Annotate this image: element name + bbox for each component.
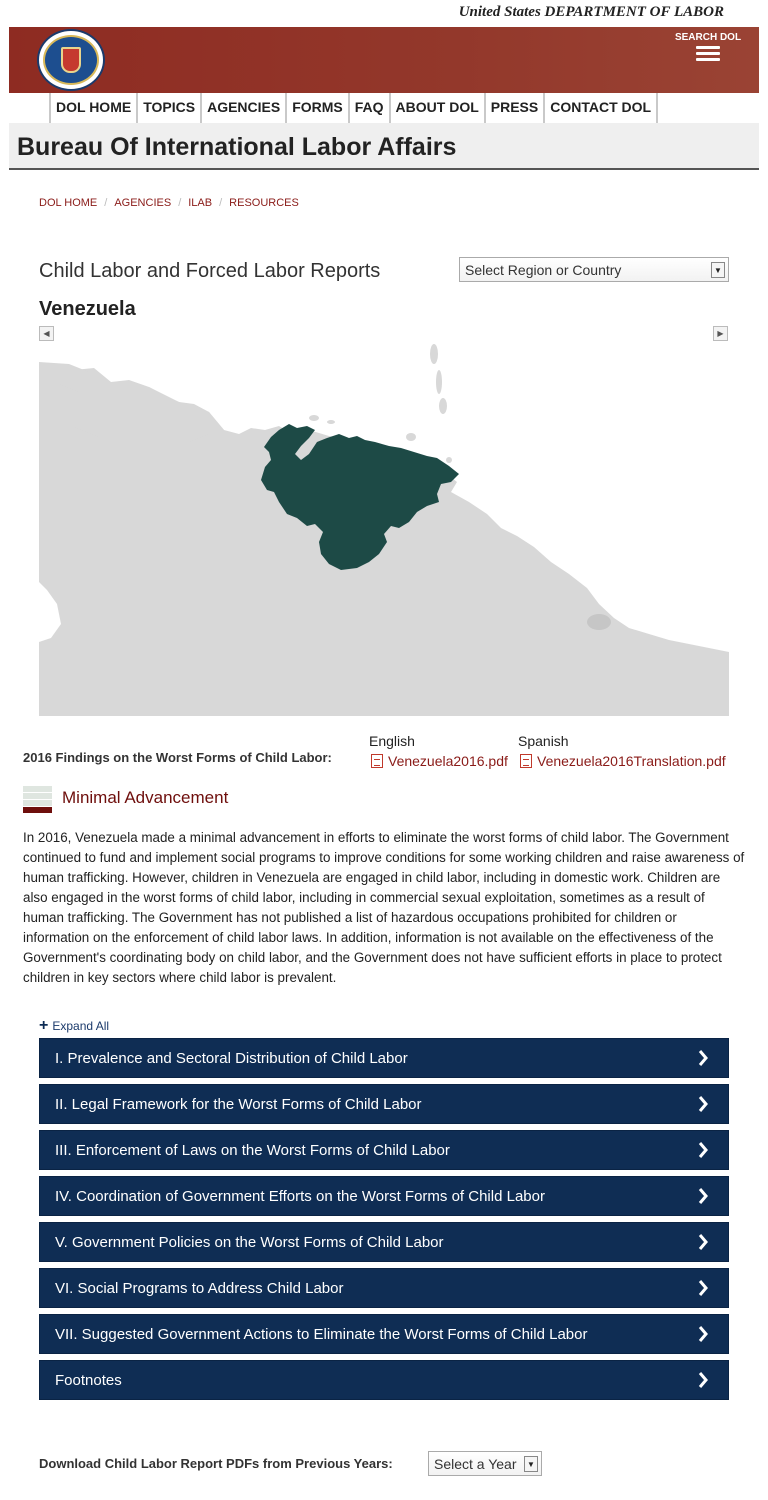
hamburger-menu-icon [696,46,720,61]
map-island [587,614,611,630]
advancement-level-icon [23,786,52,813]
section-title: II. Legal Framework for the Worst Forms … [55,1096,422,1113]
region-select-value: Select Region or Country [465,262,622,278]
nav-contact-dol[interactable]: CONTACT DOL [545,93,659,123]
nav-topics[interactable]: TOPICS [138,93,203,123]
section-title: III. Enforcement of Laws on the Worst Fo… [55,1142,450,1159]
header-banner [9,27,759,93]
top-navigation: DOL HOME TOPICS AGENCIES FORMS FAQ ABOUT… [49,93,659,123]
chevron-right-icon [698,1234,708,1250]
spanish-pdf-link[interactable]: Venezuela2016Translation.pdf [520,753,726,769]
section-suggested-actions[interactable]: VII. Suggested Government Actions to Eli… [39,1314,729,1354]
chevron-right-icon [698,1280,708,1296]
map-landmass [139,442,579,714]
section-title: VII. Suggested Government Actions to Eli… [55,1326,588,1343]
spanish-pdf-filename: Venezuela2016Translation.pdf [537,753,726,769]
section-title: IV. Coordination of Government Efforts o… [55,1188,545,1205]
english-pdf-link[interactable]: Venezuela2016.pdf [371,753,508,769]
dol-seal-icon[interactable] [37,29,105,91]
english-label: English [369,733,415,749]
section-legal-framework[interactable]: II. Legal Framework for the Worst Forms … [39,1084,729,1124]
map-island [309,415,319,421]
chevron-right-icon [698,1142,708,1158]
findings-label: 2016 Findings on the Worst Forms of Chil… [23,750,332,765]
breadcrumb-separator: / [219,197,223,209]
map-island [436,370,442,394]
dropdown-arrow-icon: ▼ [524,1456,538,1472]
country-map [39,344,729,716]
year-select-value: Select a Year [434,1456,517,1472]
breadcrumb-resources[interactable]: RESOURCES [229,197,299,209]
country-name: Venezuela [39,298,136,320]
breadcrumb-separator: / [104,197,108,209]
agency-title: Bureau Of International Labor Affairs [9,123,759,170]
section-title: Footnotes [55,1372,122,1389]
seal-emblem [43,35,99,85]
breadcrumb-dol-home[interactable]: DOL HOME [39,197,98,209]
map-island [439,398,447,414]
nav-about-dol[interactable]: ABOUT DOL [391,93,486,123]
section-coordination[interactable]: IV. Coordination of Government Efforts o… [39,1176,729,1216]
map-landmass [39,382,224,452]
map-landmass [39,362,99,392]
nav-faq[interactable]: FAQ [350,93,391,123]
section-title: VI. Social Programs to Address Child Lab… [55,1280,344,1297]
search-dol-label: SEARCH DOL [674,32,742,43]
chevron-right-icon [698,1372,708,1388]
year-select[interactable]: Select a Year ▼ [428,1451,542,1476]
section-title: I. Prevalence and Sectoral Distribution … [55,1050,408,1067]
nav-dol-home[interactable]: DOL HOME [49,93,139,123]
breadcrumb-ilab[interactable]: ILAB [188,197,213,209]
map-scroll-right-icon[interactable]: ▶ [713,326,728,341]
map-island [406,433,416,441]
map-island [327,420,335,424]
breadcrumb-agencies[interactable]: AGENCIES [114,197,172,209]
section-title: V. Government Policies on the Worst Form… [55,1234,444,1251]
report-sections-accordion: I. Prevalence and Sectoral Distribution … [39,1038,729,1406]
country-summary: In 2016, Venezuela made a minimal advanc… [23,830,745,985]
nav-press[interactable]: PRESS [486,93,546,123]
breadcrumb-separator: / [178,197,182,209]
seal-shield-icon [61,47,81,73]
search-dol-button[interactable]: SEARCH DOL [673,32,743,64]
nav-forms[interactable]: FORMS [287,93,350,123]
section-enforcement[interactable]: III. Enforcement of Laws on the Worst Fo… [39,1130,729,1170]
chevron-right-icon [698,1050,708,1066]
pdf-icon [371,754,383,768]
expand-all-button[interactable]: + Expand All [39,1017,110,1034]
pdf-icon [520,754,532,768]
map-island [430,344,438,364]
expand-all-label: Expand All [52,1019,110,1033]
chevron-right-icon [698,1326,708,1342]
nav-agencies[interactable]: AGENCIES [202,93,288,123]
reports-title: Child Labor and Forced Labor Reports [39,260,381,282]
chevron-right-icon [698,1188,708,1204]
breadcrumb: DOL HOME / AGENCIES / ILAB / RESOURCES [39,197,299,209]
venezuela-highlight [261,424,459,570]
section-social-programs[interactable]: VI. Social Programs to Address Child Lab… [39,1268,729,1308]
department-line: United States DEPARTMENT OF LABOR [458,4,724,20]
dropdown-arrow-icon: ▼ [711,262,725,278]
chevron-right-icon [698,1096,708,1112]
english-pdf-filename: Venezuela2016.pdf [388,753,508,769]
spanish-label: Spanish [518,733,569,749]
section-policies[interactable]: V. Government Policies on the Worst Form… [39,1222,729,1262]
advancement-level: Minimal Advancement [62,788,229,807]
plus-icon: + [39,1017,49,1034]
section-footnotes[interactable]: Footnotes [39,1360,729,1400]
section-prevalence[interactable]: I. Prevalence and Sectoral Distribution … [39,1038,729,1078]
previous-years-label: Download Child Labor Report PDFs from Pr… [39,1456,393,1471]
map-scroll-left-icon[interactable]: ◀ [39,326,54,341]
region-country-select[interactable]: Select Region or Country ▼ [459,257,729,282]
map-island [446,457,452,463]
